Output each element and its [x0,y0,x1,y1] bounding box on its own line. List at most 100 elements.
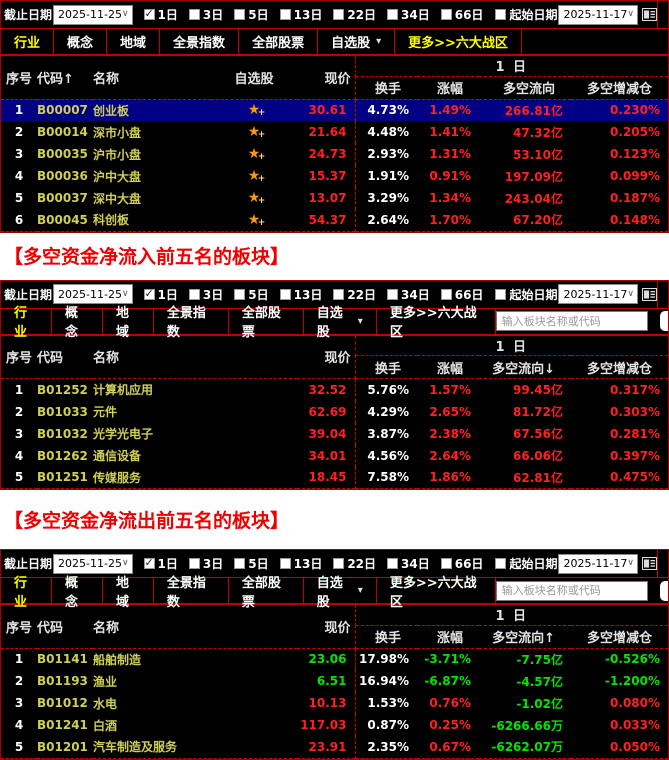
start-date-select[interactable]: 2025-11-17 ∨ [558,553,638,574]
col-header-watchlist[interactable]: 自选股 [211,56,297,100]
period-checkbox-22d[interactable]: 22日 [333,6,376,23]
watchlist-star-icon[interactable]: ★ [248,212,261,228]
watchlist-star-icon[interactable]: ★ [248,102,261,118]
table-row[interactable]: 4 B00036 沪中大盘 ★ 15.37 1.91% 0.91% 197.09亿 0.099% [1,165,668,187]
col-header-flow[interactable]: 多空流向↓ [479,355,571,379]
col-header-change[interactable]: 涨幅 [417,76,479,100]
period-checkbox-1d[interactable]: 1日 [143,6,178,23]
period-checkbox-66d[interactable]: 66日 [440,286,483,303]
period-checkbox-66d[interactable]: 66日 [440,555,483,572]
col-header-seq[interactable]: 序号 [1,605,37,649]
tab-more-zones[interactable]: 更多>>六大战区 [395,29,522,54]
tab-panorama-index[interactable]: 全景指数 [160,29,240,54]
layout-panel-icon[interactable] [641,8,657,21]
table-row[interactable]: 1 B01141 船舶制造 23.06 17.98% -3.71% -7.75亿 -0.526… [1,648,668,670]
period-checkbox-34d[interactable]: 34日 [387,555,430,572]
tab-industry[interactable]: 行业 [1,576,52,610]
watchlist-star-cell[interactable]: ★ [211,187,297,209]
col-header-price[interactable]: 现价 [297,56,356,100]
col-header-change[interactable]: 涨幅 [417,625,479,649]
col-header-code[interactable]: 代码↑ [37,56,93,100]
clipped-button[interactable] [659,311,669,331]
period-checkbox-66d[interactable]: 66日 [440,6,483,23]
period-checkbox-13d[interactable]: 13日 [279,555,322,572]
table-row[interactable]: 2 B00014 深市小盘 ★ 21.64 4.48% 1.41% 47.32亿 0.205% [1,121,668,143]
period-checkbox-5d[interactable]: 5日 [234,6,269,23]
table-row[interactable]: 4 B01241 白酒 117.03 0.87% 0.25% -6266.66万 0.033% [1,714,668,736]
tab-watchlist[interactable]: 自选股 ▾ [318,29,396,54]
watchlist-star-cell[interactable]: ★ [211,209,297,231]
tab-concept[interactable]: 概念 [54,29,108,54]
watchlist-star-icon[interactable]: ★ [248,190,261,206]
start-date-checkbox[interactable]: 起始日期 [495,286,557,303]
table-row[interactable]: 3 B01012 水电 10.13 1.53% 0.76% -1.02亿 0.080% [1,692,668,714]
start-date-checkbox[interactable]: 起始日期 [495,555,557,572]
col-header-flow[interactable]: 多空流向 [479,76,571,100]
col-header-delta[interactable]: 多空增减仓 [571,355,669,379]
start-date-checkbox[interactable]: 起始日期 [495,6,557,23]
search-input[interactable] [495,580,648,601]
col-header-code[interactable]: 代码 [37,335,93,379]
table-row[interactable]: 2 B01193 渔业 6.51 16.94% -6.87% -4.57亿 -1.200% [1,670,668,692]
col-header-turnover[interactable]: 换手 [355,625,417,649]
table-row[interactable]: 3 B01032 光学光电子 39.04 3.87% 2.38% 67.56亿 0.281% [1,422,668,445]
tab-watchlist[interactable]: 自选股 ▾ [304,306,377,340]
tab-concept[interactable]: 概念 [52,576,103,610]
gear-icon[interactable]: ⚙ [668,286,669,302]
table-row[interactable]: 5 B01201 汽车制造及服务 23.91 2.35% 0.67% -6262.07万 0.… [1,736,668,758]
period-checkbox-5d[interactable]: 5日 [234,555,269,572]
tab-more-zones[interactable]: 更多>>六大战区 [377,306,496,340]
tab-watchlist[interactable]: 自选股 ▾ [304,576,377,610]
period-checkbox-3d[interactable]: 3日 [188,6,223,23]
period-checkbox-1d[interactable]: 1日 [143,286,178,303]
period-checkbox-1d[interactable]: 1日 [143,555,178,572]
col-header-change[interactable]: 涨幅 [417,355,479,379]
table-row[interactable]: 1 B01252 计算机应用 32.52 5.76% 1.57% 99.45亿 0.317% [1,378,668,401]
watchlist-star-cell[interactable]: ★ [211,99,297,121]
tab-all-stocks[interactable]: 全部股票 [239,29,319,54]
tab-all-stocks[interactable]: 全部股票 [229,576,304,610]
tab-region[interactable]: 地域 [107,29,161,54]
col-header-name[interactable]: 名称 [93,56,211,100]
col-header-delta[interactable]: 多空增减仓 [571,76,669,100]
start-date-select[interactable]: 2025-11-17 ∨ [558,284,638,304]
end-date-select[interactable]: 2025-11-25 ∨ [53,4,133,25]
table-row[interactable]: 5 B00037 深中大盘 ★ 13.07 3.29% 1.34% 243.04亿 0.187% [1,187,668,209]
gear-icon[interactable]: ⚙ [668,555,669,572]
watchlist-star-cell[interactable]: ★ [211,165,297,187]
table-row[interactable]: 2 B01033 元件 62.69 4.29% 2.65% 81.72亿 0.303% [1,400,668,423]
period-checkbox-34d[interactable]: 34日 [387,286,430,303]
watchlist-star-icon[interactable]: ★ [248,168,261,184]
end-date-select[interactable]: 2025-11-25 ∨ [53,553,133,574]
period-checkbox-22d[interactable]: 22日 [333,286,376,303]
col-header-code[interactable]: 代码 [37,605,93,649]
col-header-delta[interactable]: 多空增减仓 [571,625,669,649]
col-header-name[interactable]: 名称 [93,335,297,379]
period-checkbox-3d[interactable]: 3日 [188,286,223,303]
col-header-price[interactable]: 现价 [297,335,356,379]
clipped-button[interactable] [659,580,669,601]
table-row[interactable]: 3 B00035 沪市小盘 ★ 24.73 2.93% 1.31% 53.10亿 0.123% [1,143,668,165]
col-header-turnover[interactable]: 换手 [355,355,417,379]
table-row[interactable]: 5 B01251 传媒服务 18.45 7.58% 1.86% 62.81亿 0.475% [1,466,668,489]
table-row[interactable]: 6 B00045 科创板 ★ 54.37 2.64% 1.70% 67.20亿 0.148% [1,209,668,231]
tab-industry[interactable]: 行业 [1,306,52,340]
layout-panel-icon[interactable] [641,287,657,301]
tab-all-stocks[interactable]: 全部股票 [229,306,304,340]
table-row[interactable]: 1 B00007 创业板 ★ 30.61 4.73% 1.49% 266.81亿 0.230% [1,99,669,121]
end-date-select[interactable]: 2025-11-25 ∨ [53,284,133,304]
col-header-seq[interactable]: 序号 [1,56,37,100]
col-header-turnover[interactable]: 换手 [355,76,417,100]
col-header-price[interactable]: 现价 [297,605,356,649]
watchlist-star-cell[interactable]: ★ [211,121,297,143]
watchlist-star-icon[interactable]: ★ [248,146,261,162]
tab-region[interactable]: 地域 [103,306,154,340]
period-checkbox-13d[interactable]: 13日 [279,6,322,23]
tab-region[interactable]: 地域 [103,576,154,610]
period-checkbox-5d[interactable]: 5日 [234,286,269,303]
gear-icon[interactable]: ⚙ [668,6,669,23]
search-input[interactable] [495,311,648,331]
tab-more-zones[interactable]: 更多>>六大战区 [377,576,496,610]
layout-panel-icon[interactable] [641,557,657,570]
start-date-select[interactable]: 2025-11-17 ∨ [558,4,638,25]
